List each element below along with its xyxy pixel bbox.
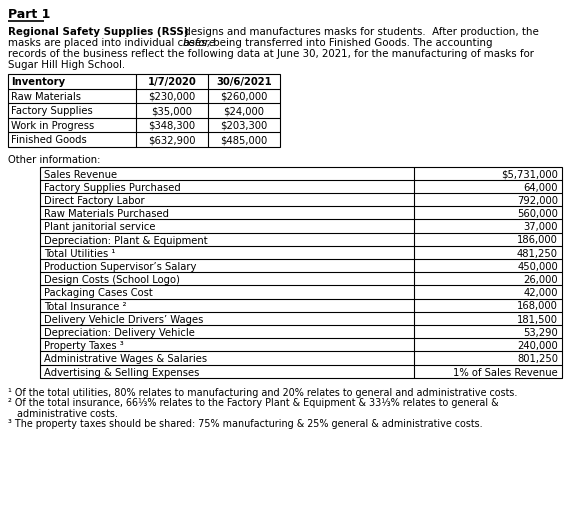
- Text: Total Utilities ¹: Total Utilities ¹: [44, 248, 115, 258]
- Text: Depreciation: Plant & Equipment: Depreciation: Plant & Equipment: [44, 235, 207, 245]
- Text: records of the business reflect the following data at June 30, 2021, for the man: records of the business reflect the foll…: [8, 49, 534, 59]
- Text: $35,000: $35,000: [152, 106, 193, 116]
- Text: $5,731,000: $5,731,000: [501, 169, 558, 179]
- Text: $230,000: $230,000: [148, 91, 196, 102]
- Text: Part 1: Part 1: [8, 8, 50, 21]
- Text: 168,000: 168,000: [517, 301, 558, 311]
- Text: 42,000: 42,000: [523, 288, 558, 298]
- Text: administrative costs.: administrative costs.: [8, 408, 118, 418]
- Text: 26,000: 26,000: [523, 275, 558, 284]
- Text: designs and manufactures masks for students.  After production, the: designs and manufactures masks for stude…: [181, 27, 539, 37]
- Text: 801,250: 801,250: [517, 354, 558, 364]
- Text: Inventory: Inventory: [11, 77, 65, 87]
- Text: 53,290: 53,290: [523, 327, 558, 337]
- Text: masks are placed into individual cases,: masks are placed into individual cases,: [8, 38, 213, 48]
- Text: 181,500: 181,500: [517, 314, 558, 324]
- Text: Plant janitorial service: Plant janitorial service: [44, 222, 156, 232]
- Text: Delivery Vehicle Drivers’ Wages: Delivery Vehicle Drivers’ Wages: [44, 314, 203, 324]
- Text: Regional Safety Supplies (RSS): Regional Safety Supplies (RSS): [8, 27, 189, 37]
- Text: Design Costs (School Logo): Design Costs (School Logo): [44, 275, 180, 284]
- Text: Total Insurance ²: Total Insurance ²: [44, 301, 127, 311]
- Text: Other information:: Other information:: [8, 154, 100, 164]
- Text: Production Supervisor’s Salary: Production Supervisor’s Salary: [44, 262, 197, 271]
- Text: $632,900: $632,900: [148, 135, 196, 145]
- Text: Packaging Cases Cost: Packaging Cases Cost: [44, 288, 153, 298]
- Text: 37,000: 37,000: [523, 222, 558, 232]
- Text: $348,300: $348,300: [148, 120, 196, 130]
- Text: Factory Supplies Purchased: Factory Supplies Purchased: [44, 182, 181, 192]
- Text: ² Of the total insurance, 66⅓% relates to the Factory Plant & Equipment & 33⅓% r: ² Of the total insurance, 66⅓% relates t…: [8, 397, 499, 408]
- Text: $485,000: $485,000: [221, 135, 268, 145]
- Bar: [8, 75, 280, 147]
- Text: $260,000: $260,000: [221, 91, 268, 102]
- Text: $24,000: $24,000: [223, 106, 264, 116]
- Text: 792,000: 792,000: [517, 195, 558, 206]
- Text: 30/6/2021: 30/6/2021: [216, 77, 272, 87]
- Text: Finished Goods: Finished Goods: [11, 135, 87, 145]
- Text: Administrative Wages & Salaries: Administrative Wages & Salaries: [44, 354, 207, 364]
- Text: 240,000: 240,000: [517, 340, 558, 350]
- Text: Factory Supplies: Factory Supplies: [11, 106, 93, 116]
- Text: Sugar Hill High School.: Sugar Hill High School.: [8, 60, 125, 70]
- Bar: [40, 167, 562, 378]
- Text: Work in Progress: Work in Progress: [11, 120, 94, 130]
- Text: being transferred into Finished Goods. The accounting: being transferred into Finished Goods. T…: [210, 38, 492, 48]
- Text: Advertising & Selling Expenses: Advertising & Selling Expenses: [44, 367, 200, 377]
- Text: 560,000: 560,000: [517, 209, 558, 219]
- Text: ¹ Of the total utilities, 80% relates to manufacturing and 20% relates to genera: ¹ Of the total utilities, 80% relates to…: [8, 387, 518, 397]
- Text: 64,000: 64,000: [523, 182, 558, 192]
- Text: 450,000: 450,000: [517, 262, 558, 271]
- Text: 1/7/2020: 1/7/2020: [148, 77, 197, 87]
- Text: 1% of Sales Revenue: 1% of Sales Revenue: [453, 367, 558, 377]
- Text: Depreciation: Delivery Vehicle: Depreciation: Delivery Vehicle: [44, 327, 195, 337]
- Text: Raw Materials Purchased: Raw Materials Purchased: [44, 209, 169, 219]
- Text: Sales Revenue: Sales Revenue: [44, 169, 117, 179]
- Text: ³ The property taxes should be shared: 75% manufacturing & 25% general & adminis: ³ The property taxes should be shared: 7…: [8, 418, 483, 428]
- Text: Direct Factory Labor: Direct Factory Labor: [44, 195, 145, 206]
- Text: $203,300: $203,300: [221, 120, 268, 130]
- Text: Property Taxes ³: Property Taxes ³: [44, 340, 124, 350]
- Text: before: before: [183, 38, 216, 48]
- Text: 186,000: 186,000: [517, 235, 558, 245]
- Text: 481,250: 481,250: [517, 248, 558, 258]
- Text: Raw Materials: Raw Materials: [11, 91, 81, 102]
